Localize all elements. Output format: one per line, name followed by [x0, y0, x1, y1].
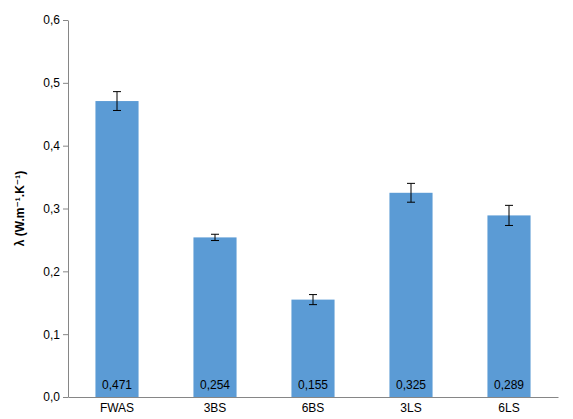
- x-tick: 6BS: [302, 397, 325, 415]
- y-tick-mark: [63, 209, 68, 210]
- y-tick-mark: [63, 271, 68, 272]
- x-tick-label: FWAS: [100, 401, 134, 415]
- data-labels: 0,471 0,254 0,155 0,325 0,289: [102, 378, 524, 392]
- x-tick: 6LS: [498, 397, 519, 415]
- data-label: 0,325: [396, 378, 426, 392]
- y-tick: 0,4: [43, 139, 68, 153]
- error-bars: [113, 92, 513, 305]
- x-tick: FWAS: [100, 397, 134, 415]
- x-tick-label: 6LS: [498, 401, 519, 415]
- bar: [193, 237, 236, 397]
- y-tick: 0,1: [43, 328, 68, 342]
- x-tick-label: 6BS: [302, 401, 325, 415]
- y-tick: 0,0: [43, 390, 68, 404]
- y-tick-label: 0,3: [43, 202, 60, 216]
- x-tick-label: 3BS: [204, 401, 227, 415]
- y-tick: 0,2: [43, 265, 68, 279]
- chart: 0,0 0,1 0,2 0,3 0,4 0,5 0,6 FWAS 3BS 6BS 3LS 6LS 0,4…: [0, 0, 573, 419]
- data-label: 0,254: [200, 378, 230, 392]
- data-label: 0,155: [298, 378, 328, 392]
- y-axis: 0,0 0,1 0,2 0,3 0,4 0,5 0,6: [43, 13, 68, 404]
- plot-area: [95, 92, 530, 397]
- error-bar: [407, 183, 415, 202]
- x-tick-label: 3LS: [400, 401, 421, 415]
- y-axis-title: λ (W.m⁻¹.K⁻¹): [13, 171, 27, 246]
- y-tick-mark: [63, 20, 68, 21]
- y-tick-label: 0,2: [43, 265, 60, 279]
- data-label: 0,289: [494, 378, 524, 392]
- error-bar: [309, 295, 317, 305]
- y-tick-label: 0,5: [43, 76, 60, 90]
- bar: [389, 193, 432, 397]
- bar: [95, 101, 138, 397]
- error-bar: [211, 234, 219, 240]
- x-tick: 3LS: [400, 397, 421, 415]
- y-tick-mark: [63, 83, 68, 84]
- x-axis: FWAS 3BS 6BS 3LS 6LS: [69, 397, 559, 415]
- y-tick-label: 0,0: [43, 390, 60, 404]
- y-axis-line: [68, 21, 69, 398]
- error-bar: [113, 92, 121, 111]
- y-tick: 0,3: [43, 202, 68, 216]
- bar: [487, 215, 530, 397]
- y-tick: 0,5: [43, 76, 68, 90]
- y-tick-mark: [63, 334, 68, 335]
- y-tick-mark: [63, 146, 68, 147]
- y-tick-label: 0,1: [43, 328, 60, 342]
- data-label: 0,471: [102, 378, 132, 392]
- x-axis-line: [69, 397, 559, 398]
- y-tick: 0,6: [43, 13, 68, 27]
- y-tick-label: 0,6: [43, 13, 60, 27]
- y-tick-label: 0,4: [43, 139, 60, 153]
- bar: [291, 300, 334, 397]
- error-bar: [505, 205, 513, 225]
- x-tick: 3BS: [204, 397, 227, 415]
- y-tick-mark: [63, 397, 68, 398]
